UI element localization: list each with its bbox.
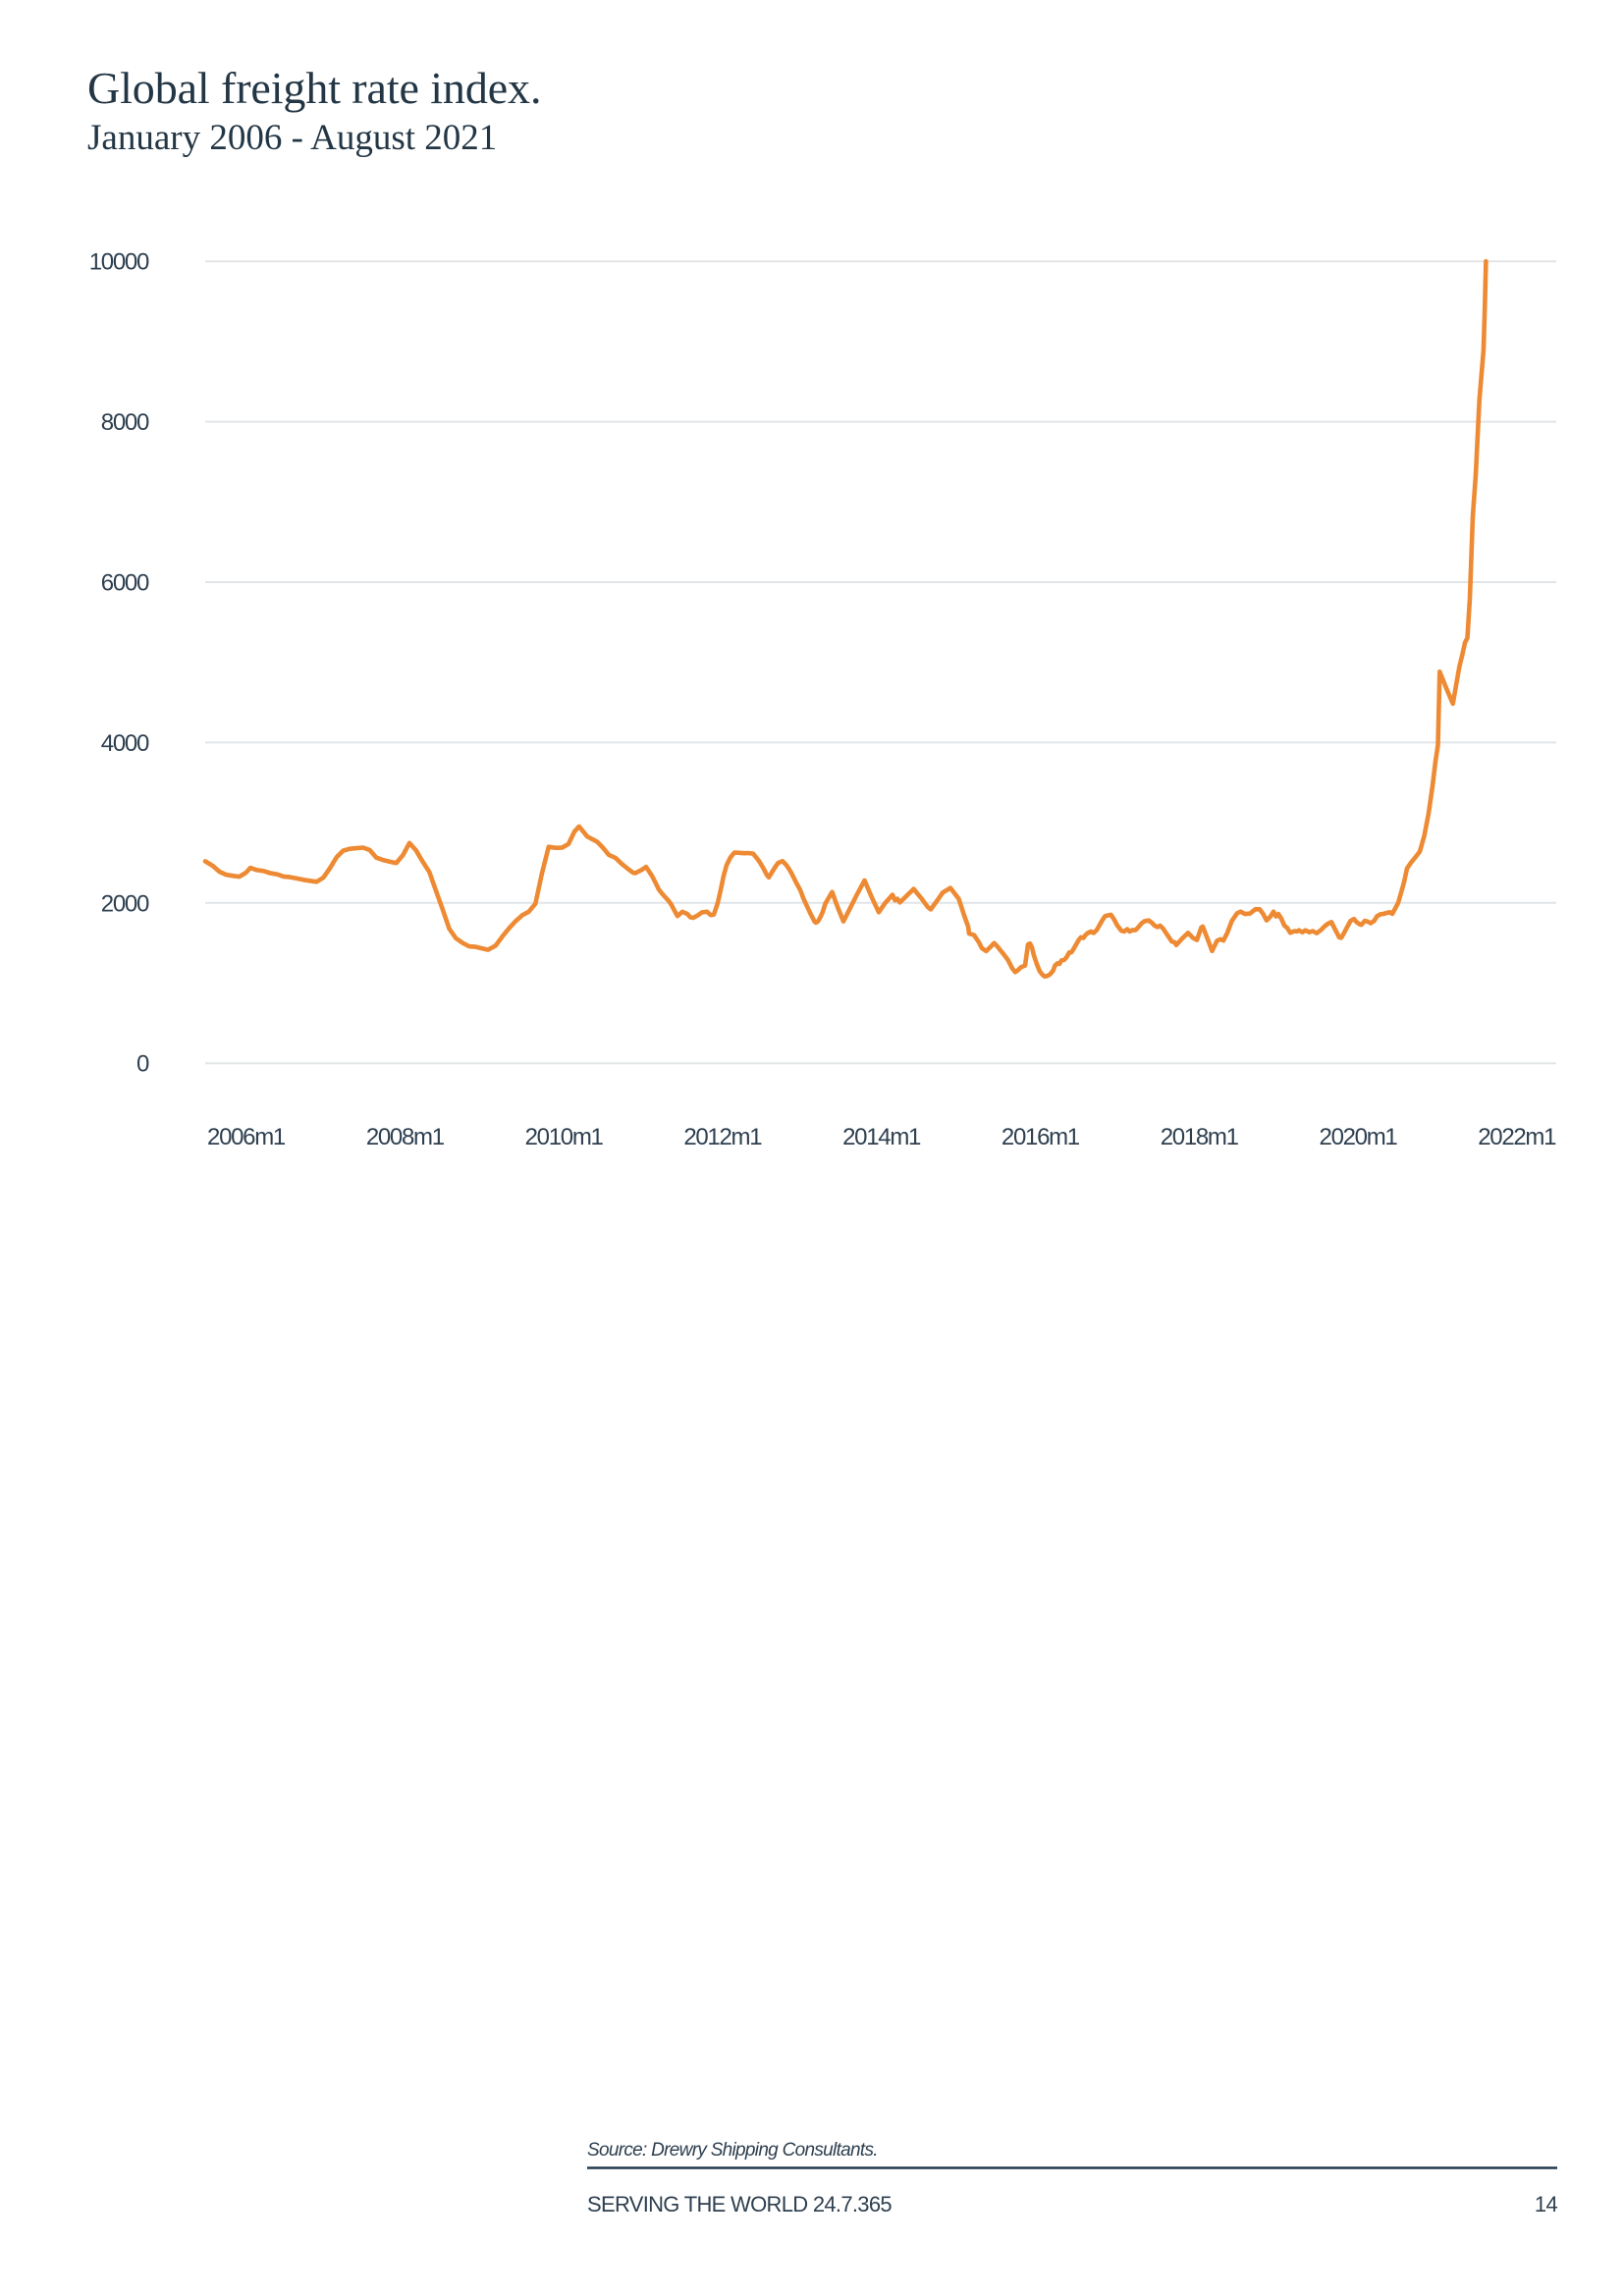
svg-text:10000: 10000 <box>89 249 149 276</box>
svg-text:4000: 4000 <box>101 730 149 757</box>
svg-text:2000: 2000 <box>101 890 149 917</box>
svg-text:2010m1: 2010m1 <box>525 1124 604 1150</box>
svg-text:2008m1: 2008m1 <box>366 1124 445 1150</box>
svg-text:2018m1: 2018m1 <box>1161 1124 1239 1150</box>
svg-text:6000: 6000 <box>101 570 149 597</box>
svg-text:2022m1: 2022m1 <box>1478 1124 1556 1150</box>
svg-text:Global freight rate index.: Global freight rate index. <box>87 63 541 113</box>
svg-text:2006m1: 2006m1 <box>207 1124 286 1150</box>
svg-text:2020m1: 2020m1 <box>1320 1124 1398 1150</box>
svg-text:8000: 8000 <box>101 409 149 436</box>
svg-text:January 2006 - August 2021: January 2006 - August 2021 <box>87 118 497 158</box>
svg-text:14: 14 <box>1535 2192 1558 2216</box>
svg-text:2016m1: 2016m1 <box>1001 1124 1080 1150</box>
svg-text:2014m1: 2014m1 <box>842 1124 921 1150</box>
svg-text:Source: Drewry Shipping Consul: Source: Drewry Shipping Consultants. <box>587 2140 878 2161</box>
svg-text:SERVING THE WORLD 24.7.365: SERVING THE WORLD 24.7.365 <box>587 2192 892 2216</box>
svg-text:0: 0 <box>136 1051 149 1078</box>
svg-text:2012m1: 2012m1 <box>683 1124 762 1150</box>
